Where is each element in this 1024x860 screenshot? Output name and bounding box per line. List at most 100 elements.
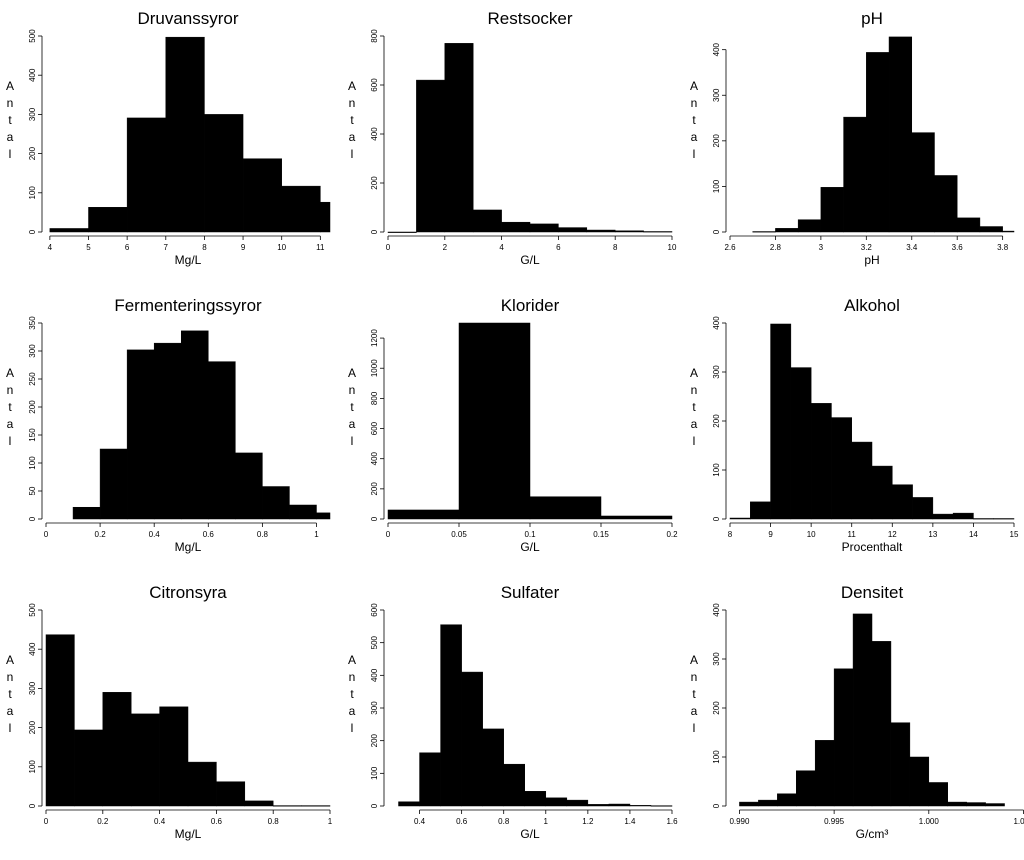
x-axis: 8 9 10 11 12 13 14 15 — [728, 522, 1019, 539]
x-tick-label: 0.05 — [451, 530, 467, 539]
x-tick-label: 2 — [443, 243, 448, 252]
bars — [72, 330, 331, 520]
y-tick-label: 800 — [370, 391, 379, 405]
histogram-bar — [750, 501, 771, 520]
y-tick-label: 300 — [28, 344, 37, 358]
y-tick-label: 400 — [712, 42, 721, 56]
y-tick-label: 100 — [712, 750, 721, 764]
x-tick-label: 0 — [44, 530, 49, 539]
histogram-bar — [777, 793, 797, 807]
histogram-bar — [629, 805, 652, 807]
y-axis: 0 200 400 600 800 — [370, 29, 385, 234]
x-axis: 0.990 0.995 1.000 1.005 — [729, 809, 1024, 826]
x-tick-label: 1.6 — [666, 817, 678, 826]
histogram-bar — [979, 226, 1003, 233]
histogram-bar — [281, 185, 321, 233]
histogram-bar — [159, 706, 189, 807]
y-tick-label: 250 — [28, 372, 37, 386]
x-tick-label: 1.000 — [919, 817, 940, 826]
histogram-bar — [458, 322, 531, 520]
y-axis: 0 200 400 600 800 1000 1200 — [370, 329, 385, 521]
histogram-bar — [956, 217, 981, 233]
x-tick-label: 3.8 — [997, 243, 1009, 252]
bars — [387, 43, 673, 233]
x-tick-label: 1 — [328, 817, 333, 826]
histogram-bar — [72, 506, 101, 520]
histogram-bar — [187, 761, 217, 807]
x-tick-label: 3.2 — [861, 243, 873, 252]
histogram-bar — [586, 229, 616, 233]
histogram-bar — [643, 231, 673, 233]
x-tick-label: 3 — [819, 243, 824, 252]
histogram-bar — [440, 624, 462, 807]
y-tick-label: 500 — [28, 603, 37, 617]
x-tick-label: 13 — [928, 530, 937, 539]
x-axis-label: G/L — [520, 540, 540, 554]
histogram-bar — [790, 367, 812, 520]
bars — [739, 613, 1005, 807]
x-tick-label: 0.2 — [95, 530, 107, 539]
bars — [49, 36, 331, 233]
histogram-bar — [587, 804, 610, 807]
x-axis-label: pH — [864, 253, 879, 267]
x-tick-label: 0.15 — [593, 530, 609, 539]
histogram-bar — [814, 740, 835, 807]
y-axis: 0 100 200 300 400 — [712, 603, 727, 808]
y-tick-label: 600 — [370, 78, 379, 92]
y-tick-label: 0 — [712, 229, 721, 234]
histogram-bar — [208, 361, 236, 520]
bars — [45, 634, 331, 807]
y-tick-label: 300 — [712, 88, 721, 102]
histogram-bar — [503, 763, 525, 807]
histogram-bar — [739, 801, 759, 807]
histogram-bar — [820, 187, 844, 233]
histogram-bar — [758, 799, 778, 807]
histogram-bar — [102, 692, 132, 807]
bars — [398, 624, 673, 807]
x-tick-label: 0.2 — [666, 530, 678, 539]
histogram-fermenteringssyror: Fermenteringssyror 0 0.2 0.4 0.6 0.8 1 Mg/L 0 50 1… — [6, 296, 331, 554]
x-tick-label: 0.8 — [257, 530, 269, 539]
histogram-bar — [614, 230, 644, 233]
histogram-bar — [985, 803, 1005, 807]
histogram-bar — [216, 781, 246, 807]
histogram-bar — [993, 518, 1015, 520]
histogram-bar — [1002, 230, 1015, 233]
x-tick-label: 1.4 — [624, 817, 636, 826]
x-tick-label: 0.995 — [824, 817, 845, 826]
histogram-bar — [99, 448, 128, 520]
y-tick-label: 300 — [28, 107, 37, 121]
x-axis-label: Procenthalt — [842, 540, 903, 554]
histogram-sulfater: Sulfater 0.4 0.6 0.8 1 1.2 1.4 1.6 G/L 0 100 200 300… — [348, 583, 678, 841]
y-tick-label: 0 — [28, 803, 37, 808]
x-tick-label: 0.4 — [154, 817, 166, 826]
x-tick-label: 14 — [969, 530, 978, 539]
x-axis-label: G/L — [520, 827, 540, 841]
histogram-bar — [461, 671, 483, 807]
y-tick-label: 400 — [28, 642, 37, 656]
chart-title: Restsocker — [487, 9, 572, 28]
histogram-bar — [932, 513, 954, 520]
x-axis-label: G/cm³ — [856, 827, 889, 841]
x-tick-label: 6 — [556, 243, 561, 252]
x-tick-label: 0 — [44, 817, 49, 826]
x-tick-label: 12 — [888, 530, 897, 539]
y-tick-label: 200 — [370, 176, 379, 190]
y-tick-label: 100 — [712, 179, 721, 193]
histogram-bar — [49, 228, 89, 233]
y-tick-label: 50 — [28, 486, 37, 495]
x-tick-label: 8 — [202, 243, 207, 252]
x-tick-label: 15 — [1010, 530, 1019, 539]
x-tick-label: 3.4 — [906, 243, 918, 252]
y-tick-label: 100 — [370, 766, 379, 780]
histogram-bar — [180, 330, 209, 520]
x-tick-label: 10 — [668, 243, 677, 252]
y-tick-label: 400 — [712, 316, 721, 330]
y-tick-label: 300 — [28, 681, 37, 695]
histogram-bar — [398, 801, 420, 807]
x-tick-label: 5 — [86, 243, 91, 252]
